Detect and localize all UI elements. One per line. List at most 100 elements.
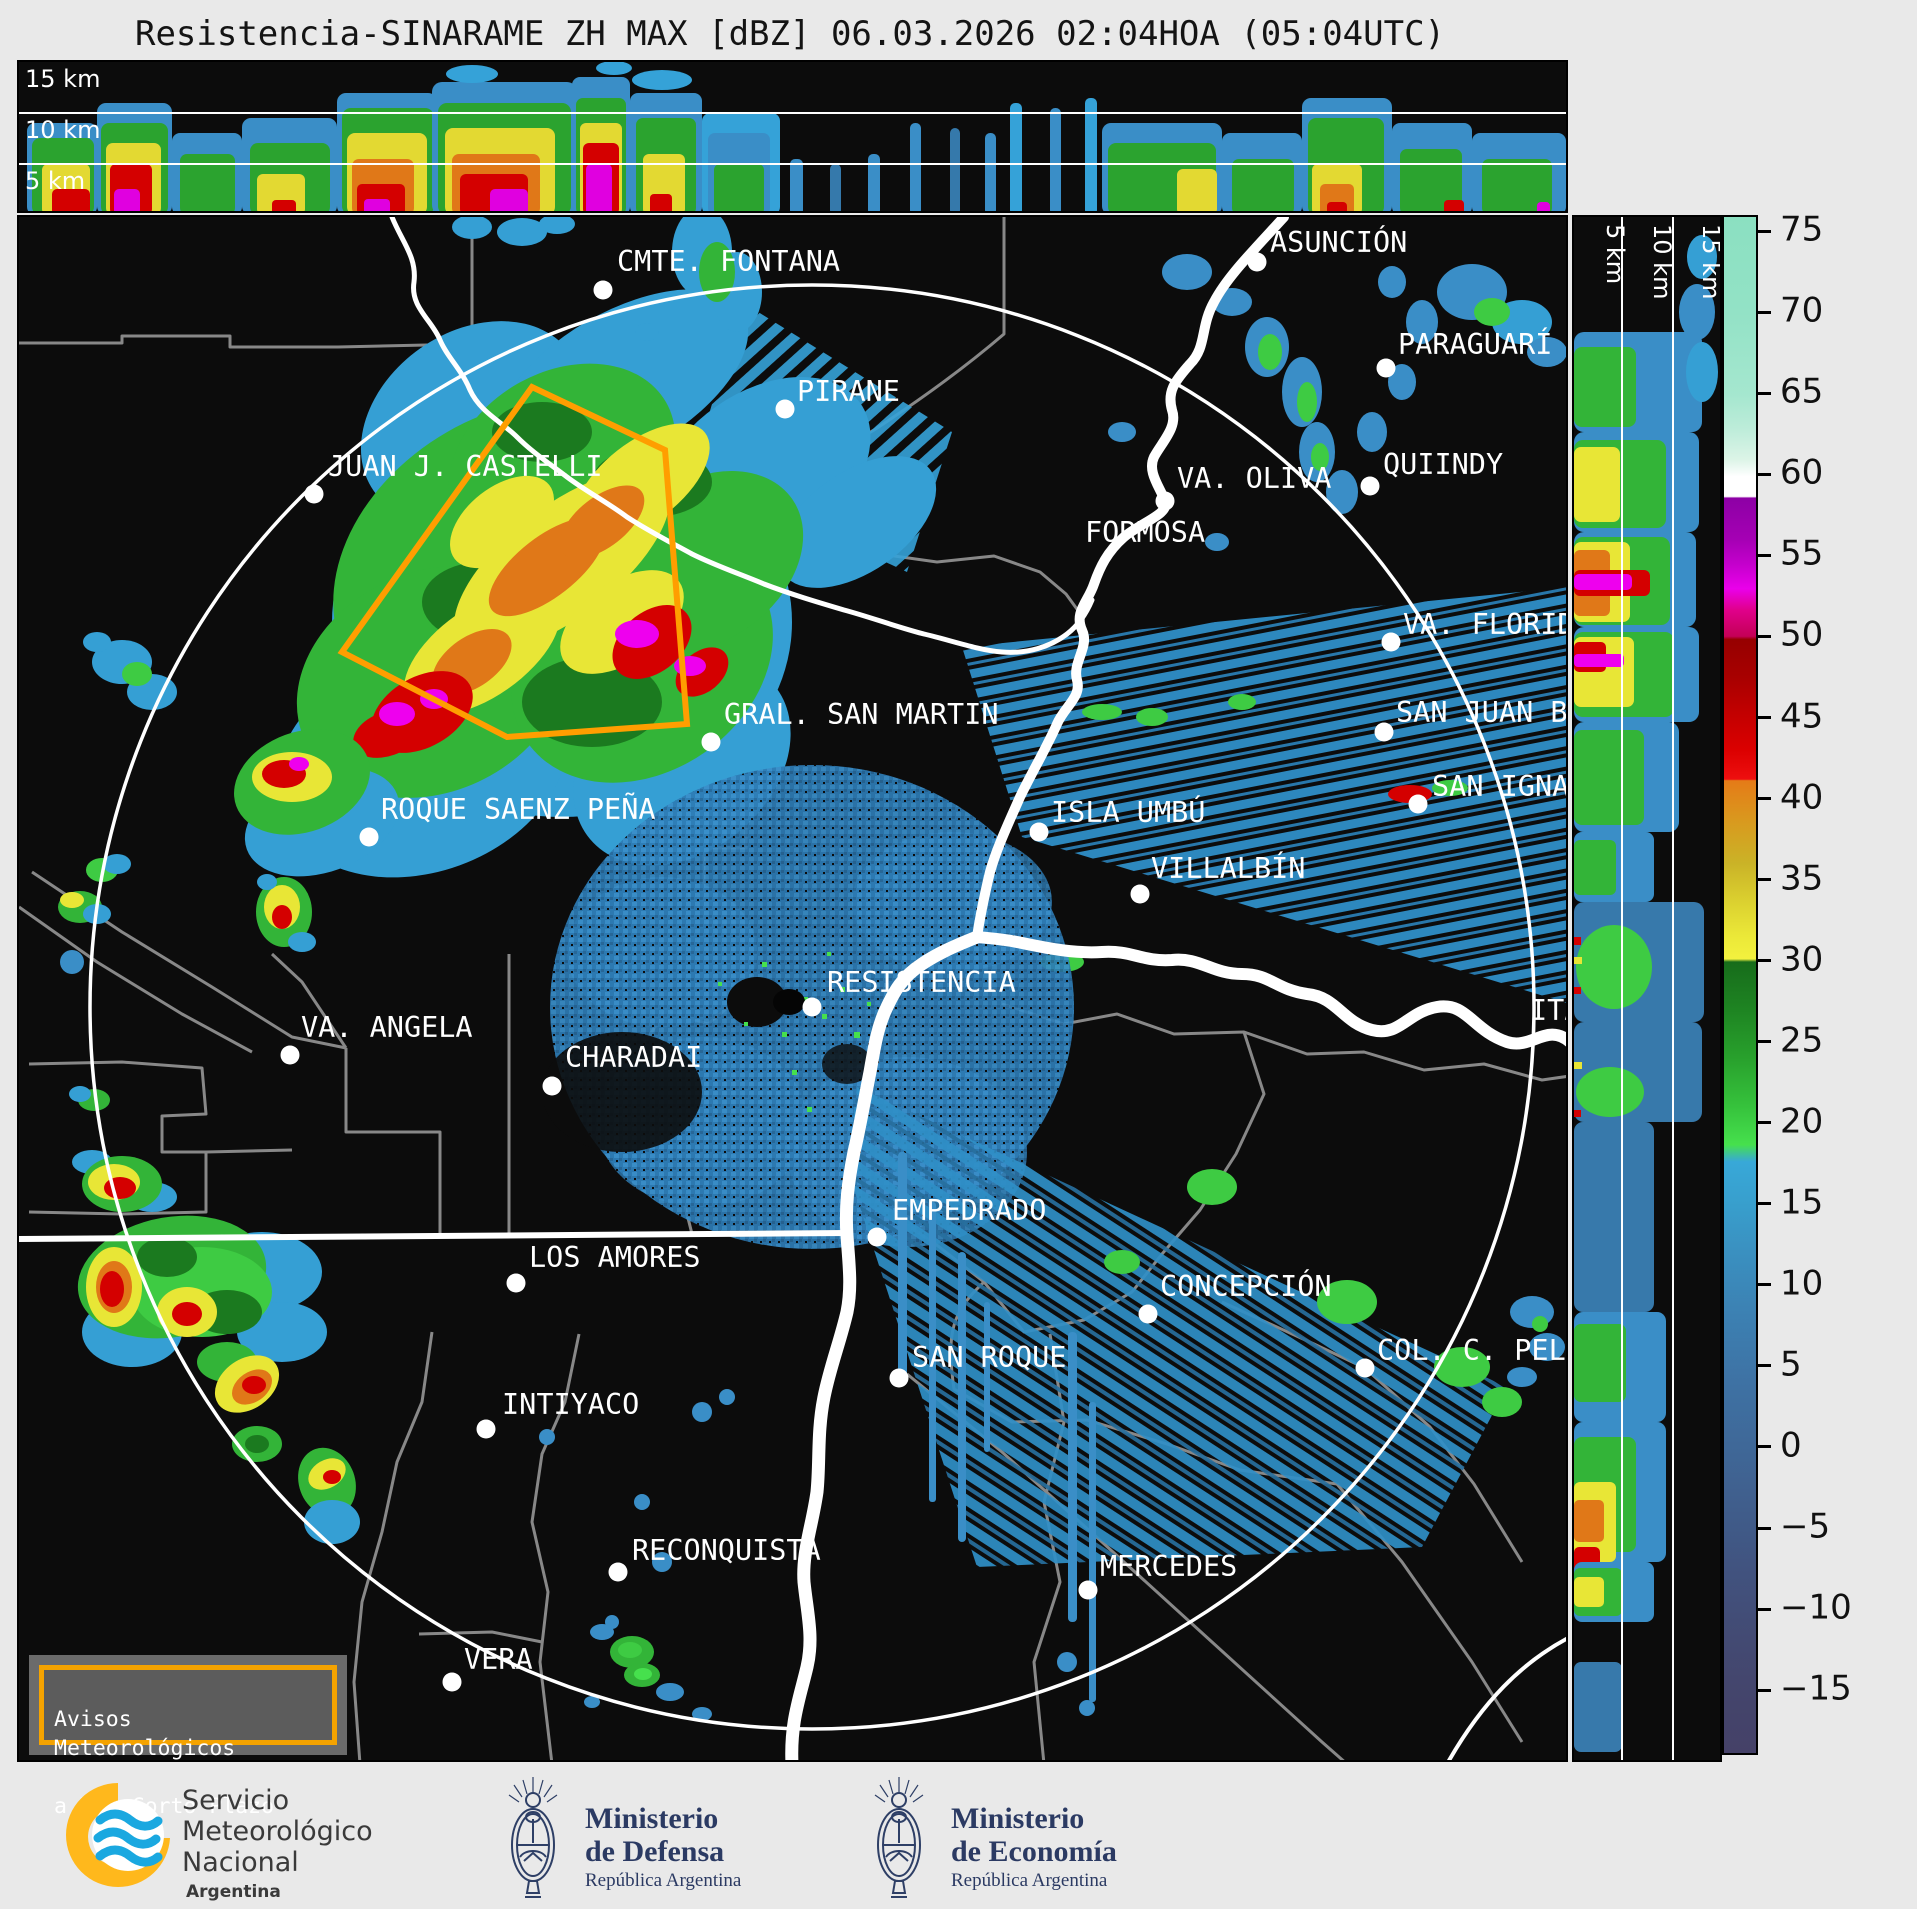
colorbar-tick-mark [1758,472,1771,476]
sw-cells [72,1150,360,1544]
page-title: Resistencia-SINARAME ZH MAX [dBZ] 06.03.… [134,14,1446,54]
colorbar-tick-label: 15 [1780,1182,1824,1223]
colorbar-tick-label: 75 [1780,209,1824,250]
colorbar-tick-label: 25 [1780,1020,1824,1061]
city-dot-13 [1029,822,1049,842]
colorbar-tick-label: 20 [1780,1101,1824,1142]
defensa-name: Ministerio de Defensa [585,1802,725,1868]
warning-polygon[interactable] [337,383,691,741]
colorbar-tick-label: −15 [1780,1668,1852,1709]
city-dot-7 [1155,491,1175,511]
economia-sub: República Argentina [951,1870,1108,1891]
colorbar-tick-mark [1758,1121,1771,1125]
city-dot-19 [867,1227,887,1247]
city-dot-8 [1381,632,1401,652]
city-label-22: COL. C. PELLEGRINI [1377,1334,1566,1367]
colorbar-tick-mark [1758,1526,1771,1530]
right-panel-label-0: 5 km [1601,224,1629,284]
city-label-20: LOS AMORES [529,1241,701,1274]
colorbar-tick-mark [1758,716,1771,719]
city-dot-4 [304,484,324,504]
colorbar-tick-label: 40 [1780,776,1824,817]
city-label-23: SAN ROQUE [912,1341,1066,1374]
rivers [19,217,1566,1760]
city-label-5: VA. OLIVA [1177,462,1331,495]
warning-annotation-box[interactable]: Avisos Meteorológicos a Muy Corto Plazo [29,1655,347,1819]
colorbar-tick-label: 50 [1780,614,1824,655]
smn-logo [66,1783,170,1888]
city-label-19: EMPEDRADO [892,1194,1046,1227]
city-dot-6 [1360,476,1380,496]
colorbar-tick-mark [1758,1607,1771,1611]
city-label-17: VA. ANGELA [301,1011,473,1044]
colorbar-tick-mark [1758,959,1771,963]
city-dot-14 [1130,884,1150,904]
right-cross-section-plot: 5 km 10 km 15 km [1574,217,1720,1760]
warning-box-line1: Avisos Meteorológicos [54,1707,236,1762]
city-dot-12 [1408,794,1428,814]
city-dot-20 [506,1273,526,1293]
economia-name: Ministerio de Economía [951,1802,1117,1868]
right-panel-label-1: 10 km [1648,224,1676,299]
colorbar-tick-label: −10 [1780,1587,1852,1628]
city-label-15: RESISTENCIA [827,966,1016,999]
colorbar-tick-label: 0 [1780,1425,1802,1466]
city-dot-11 [359,827,379,847]
colorbar-tick-label: 10 [1780,1263,1824,1304]
city-label-16: ITATÍ [1530,993,1566,1027]
city-label-13: ISLA UMBÚ [1051,795,1205,829]
map-panel[interactable]: CMTE. FONTANA ASUNCIÓN PARAGUARÍ PIRANE JUAN… [17,215,1568,1819]
city-label-11: ROQUE SAENZ PEÑA [381,792,656,826]
top-panel-label-10km: 10 km [25,116,101,144]
smn-country: Argentina [186,1882,281,1902]
city-label-8: VA. FLORIDA [1403,608,1566,641]
colorbar-tick-mark [1758,634,1771,638]
city-label-24: INTIYACO [502,1388,639,1421]
city-dot-22 [1355,1358,1375,1378]
colorbar-tick-mark [1758,553,1771,557]
radar-map: CMTE. FONTANA ASUNCIÓN PARAGUARÍ PIRANE JUAN… [19,217,1566,1760]
city-label-3: PIRANE [797,375,900,408]
city-dot-18 [542,1076,562,1096]
smn-name: Servicio Meteorológico Nacional [182,1785,373,1878]
city-dot-10 [1374,722,1394,742]
radar-site-shadow [773,989,805,1015]
city-label-4: JUAN J. CASTELLI [328,450,603,483]
city-dot-17 [280,1045,300,1065]
colorbar-tick-mark [1758,310,1771,314]
colorbar-tick-mark [1758,878,1771,882]
colorbar-tick-label: 65 [1780,371,1824,412]
colorbar-tick-mark [1758,229,1771,233]
city-dot-27 [442,1672,462,1692]
top-cross-section-plot [19,62,1566,211]
city-dot-1 [1247,252,1267,272]
city-label-26: MERCEDES [1100,1550,1237,1583]
city-label-1: ASUNCIÓN [1270,225,1407,259]
city-label-14: VILLALBÍN [1151,851,1305,885]
city-layer: CMTE. FONTANA ASUNCIÓN PARAGUARÍ PIRANE JUAN… [280,225,1566,1692]
city-dot-25 [608,1562,628,1582]
colorbar-tick-label: 35 [1780,858,1824,899]
colorbar-tick-mark [1758,1283,1771,1287]
city-dot-2 [1376,358,1396,378]
city-dot-15 [802,997,822,1017]
city-dot-23 [889,1368,909,1388]
colorbar-tick-mark [1758,1202,1771,1206]
province-line [19,1230,850,1242]
city-dot-24 [476,1419,496,1439]
city-dot-21 [1138,1304,1158,1324]
colorbar-tick-mark [1758,1445,1771,1449]
radar-echoes [58,217,1566,1721]
colorbar [1722,215,1758,1755]
right-cross-section-panel: 5 km 10 km 15 km [1572,215,1722,1762]
city-label-21: CONCEPCIÓN [1160,1269,1332,1303]
city-label-12: SAN IGNACIO [1432,770,1566,803]
colorbar-tick-label: −5 [1780,1506,1831,1547]
city-label-7: FORMOSA [1085,516,1205,549]
colorbar-tick-label: 60 [1780,452,1824,493]
defensa-sub: República Argentina [585,1870,742,1891]
colorbar-tick-mark [1758,797,1771,801]
city-label-18: CHARADAI [565,1041,702,1074]
economia-emblem [874,1777,924,1898]
